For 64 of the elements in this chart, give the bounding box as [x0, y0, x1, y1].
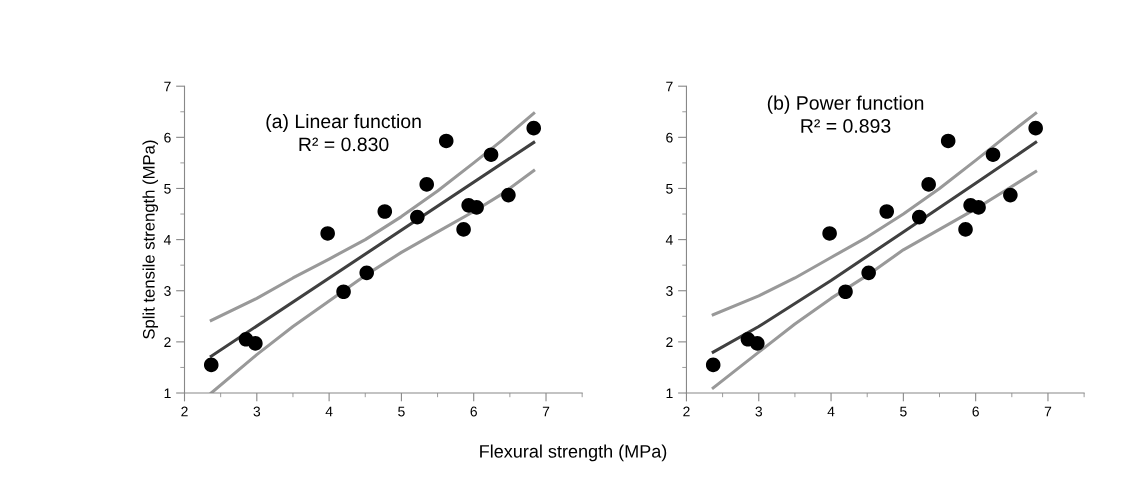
point [526, 120, 542, 136]
x-tick-label: 7 [542, 406, 550, 417]
y-tick-label: 5 [666, 183, 673, 194]
point [1028, 120, 1043, 136]
x-tick-label: 2 [683, 406, 690, 417]
y-tick-label: 3 [164, 286, 171, 296]
point [911, 209, 927, 225]
point [377, 204, 393, 219]
x-tick-label: 4 [827, 406, 835, 417]
y-tick-label: 7 [666, 81, 673, 92]
line-series [209, 111, 536, 322]
point [469, 200, 484, 215]
point [410, 209, 425, 225]
point [438, 133, 454, 149]
line-series [711, 170, 1038, 390]
y-tick-label: 7 [164, 81, 171, 92]
y-tick-label: 4 [665, 235, 673, 245]
y-tick-label: 1 [666, 388, 673, 399]
x-tick-label: 7 [1044, 406, 1052, 417]
point [419, 177, 434, 192]
line-series [711, 140, 1038, 354]
y-tick-label: 2 [164, 337, 171, 347]
y-tick-label: 6 [164, 132, 171, 143]
point [940, 133, 956, 149]
point [861, 265, 876, 281]
point [705, 357, 721, 373]
x-tick-label: 6 [972, 406, 979, 417]
x-tick-label: 2 [181, 406, 188, 417]
point [985, 147, 1001, 162]
point [203, 357, 219, 373]
x-tick-label: 5 [398, 406, 405, 417]
point [958, 222, 973, 237]
annotation: R² = 0.830 [299, 137, 389, 152]
point [750, 336, 765, 351]
point [501, 187, 516, 203]
point [320, 226, 335, 241]
x-tick-label: 4 [325, 406, 333, 417]
x-tick-label: 3 [253, 406, 261, 417]
y-tick-label: 4 [163, 235, 171, 245]
y-tick-label: 1 [164, 388, 171, 399]
point [483, 147, 499, 162]
point [248, 336, 263, 351]
annotation: R² = 0.893 [801, 119, 891, 133]
point [1003, 187, 1018, 203]
y-axis-title: Split tensile strength (MPa) [142, 140, 159, 339]
point [838, 284, 853, 300]
annotation: (a) Linear function [266, 113, 421, 133]
y-tick-label: 2 [666, 337, 673, 347]
point [921, 177, 936, 192]
x-tick-label: 3 [755, 406, 763, 417]
line-series [209, 169, 536, 394]
x-axis-title: Flexural strength (MPa) [480, 444, 667, 462]
annotation: (b) Power function [767, 95, 924, 114]
point [336, 284, 351, 300]
point [822, 226, 837, 241]
point [971, 200, 986, 215]
x-tick-label: 5 [900, 406, 907, 417]
point [879, 204, 895, 219]
point [359, 265, 374, 281]
x-tick-label: 6 [470, 406, 477, 417]
y-tick-label: 3 [666, 286, 673, 296]
point [456, 222, 471, 237]
y-tick-label: 6 [666, 132, 673, 143]
y-tick-label: 5 [164, 183, 171, 194]
